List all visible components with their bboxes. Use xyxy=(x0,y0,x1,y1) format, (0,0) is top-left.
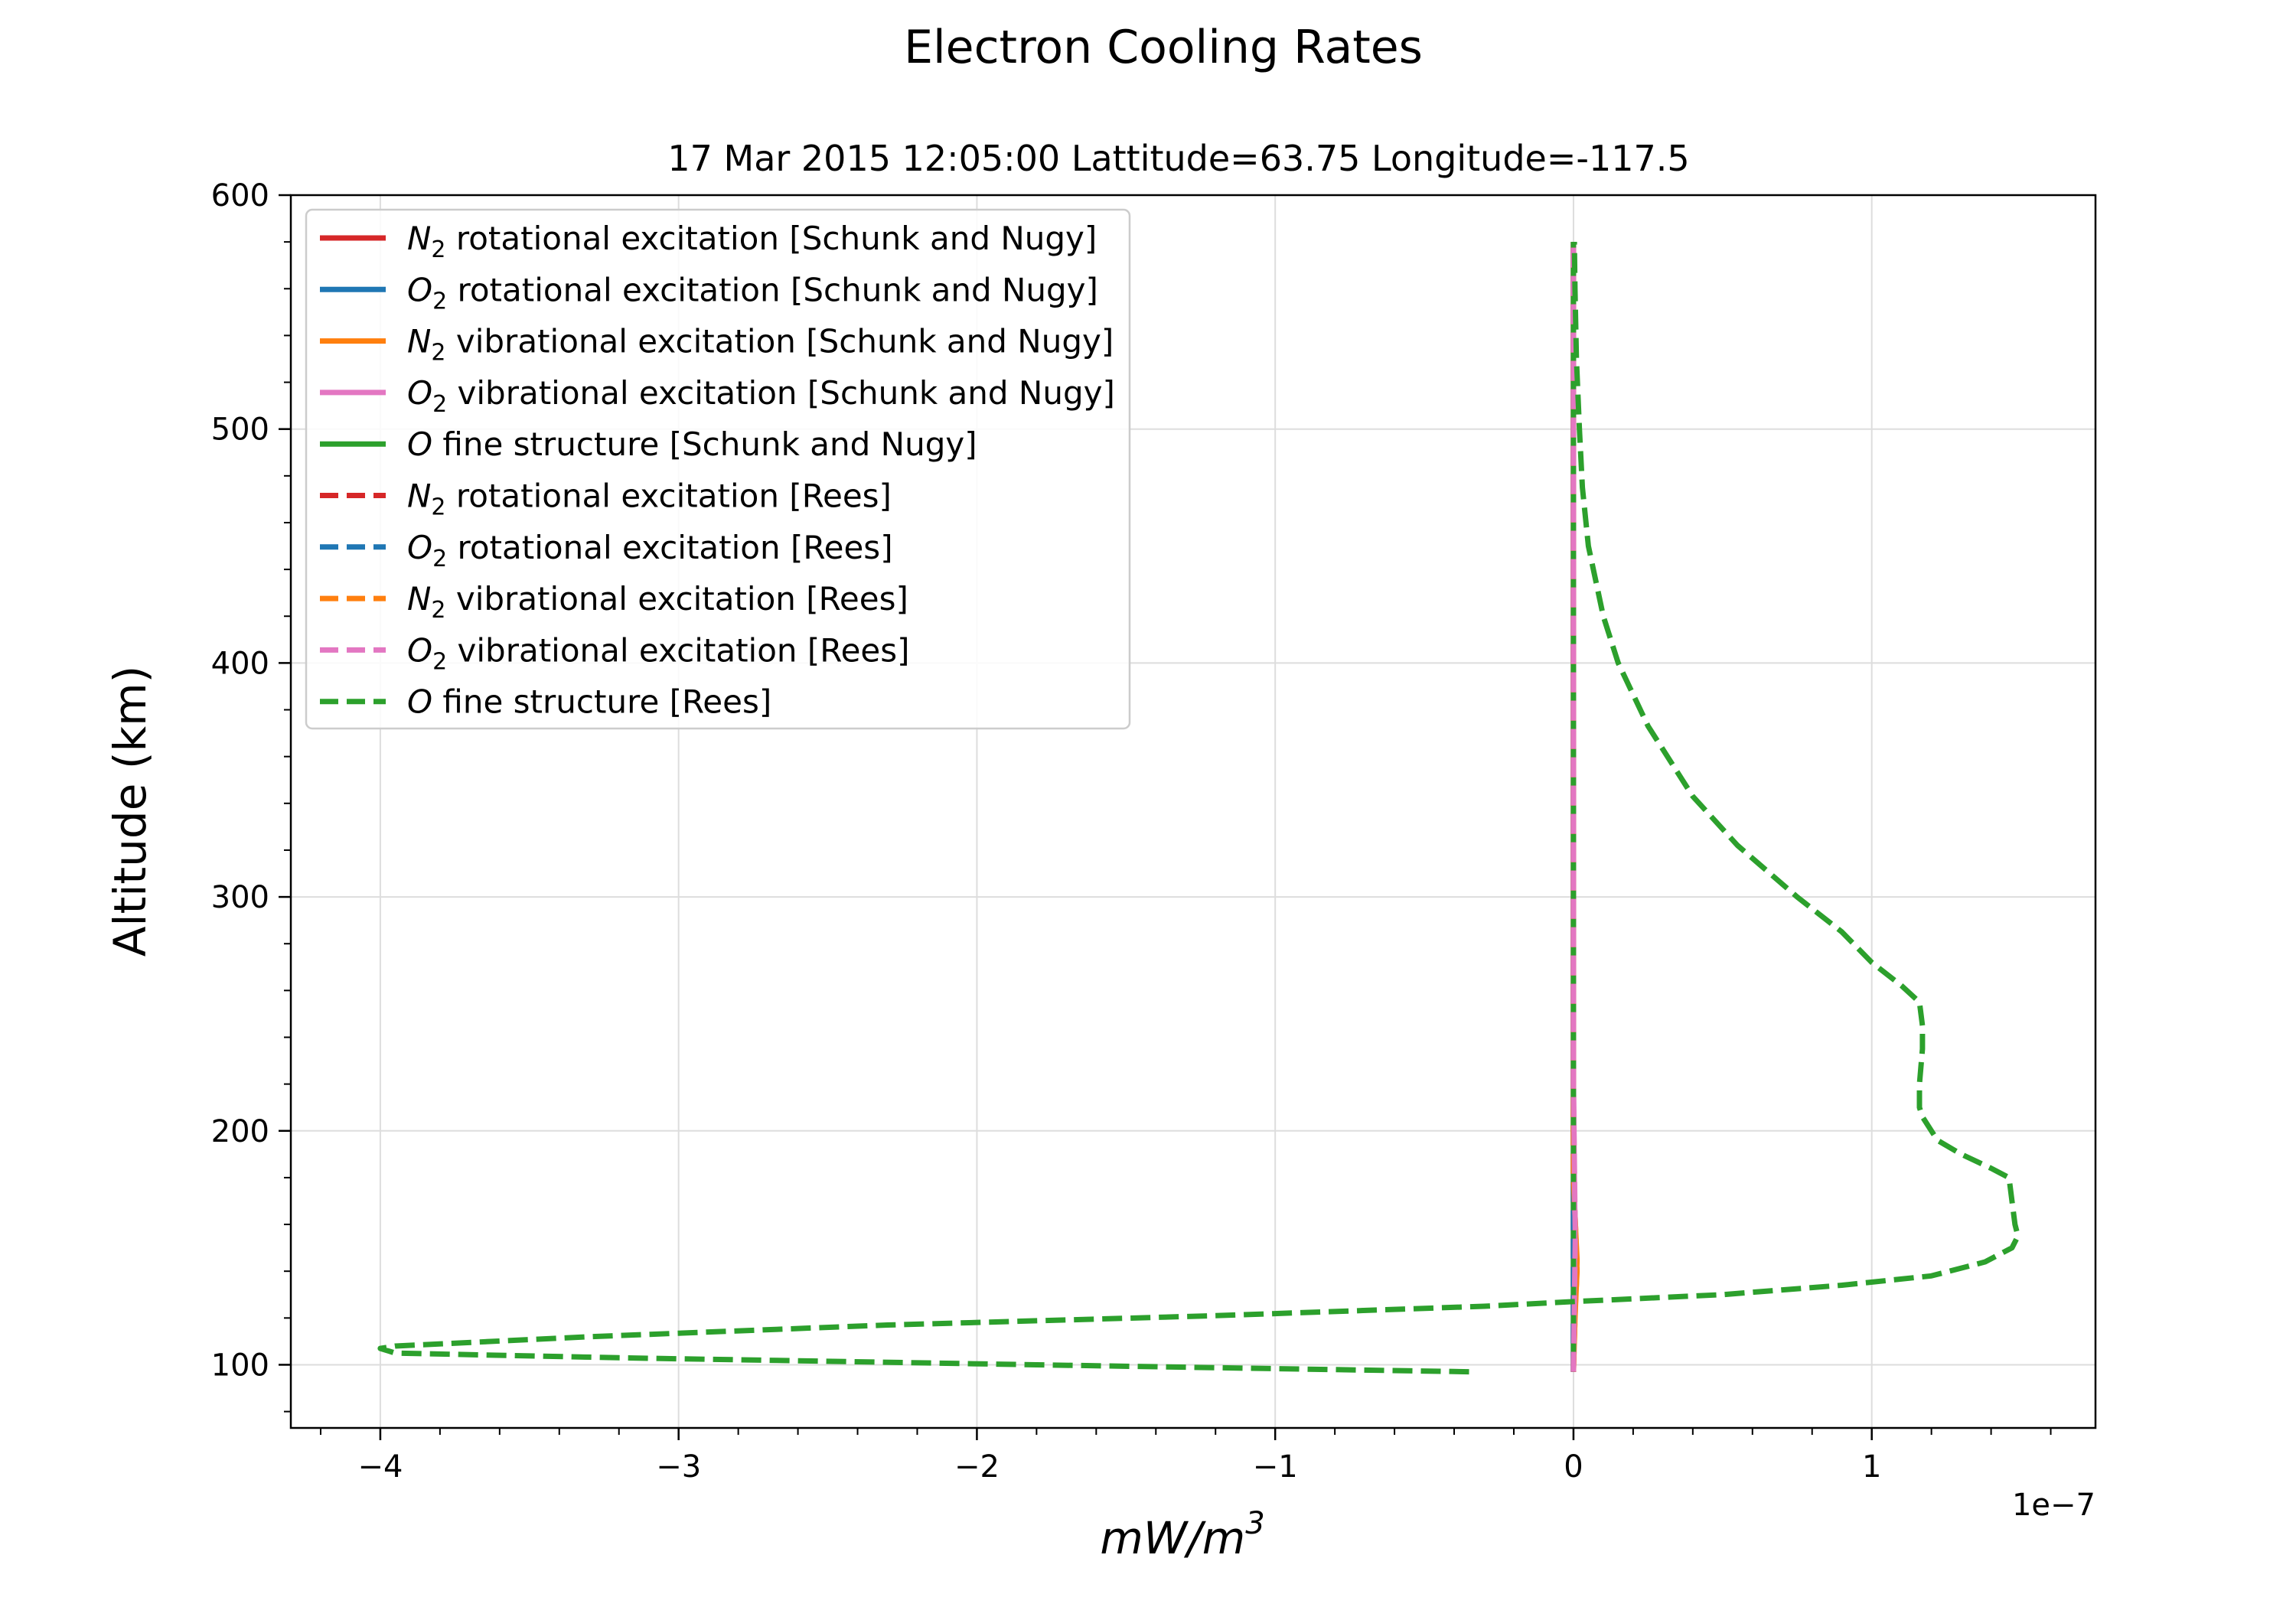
y-tick-label: 600 xyxy=(211,178,269,214)
y-tick-label: 200 xyxy=(211,1114,269,1149)
legend-entry: O fine structure [Rees] xyxy=(407,683,771,721)
series-line-9 xyxy=(1570,242,1578,1372)
series-line-10 xyxy=(377,242,2021,1375)
legend-label: fine structure [Rees] xyxy=(432,683,771,721)
legend-entry: N2 vibrational excitation [Rees] xyxy=(407,580,908,624)
legend-molecule: N xyxy=(407,220,431,257)
x-axis-label-main: mW/m xyxy=(1100,1512,1245,1564)
legend-subscript: 2 xyxy=(432,391,447,418)
x-axis-label-sup: 3 xyxy=(1245,1506,1264,1541)
legend-subscript: 2 xyxy=(431,236,445,263)
legend-molecule: O xyxy=(407,529,432,566)
legend-entry: O fine structure [Schunk and Nugy] xyxy=(407,425,977,463)
legend-label: fine structure [Schunk and Nugy] xyxy=(432,425,977,463)
plot-frame xyxy=(289,194,2097,1429)
chart-title: Electron Cooling Rates xyxy=(904,21,1423,74)
series-layer xyxy=(377,242,2021,1375)
y-tick-label: 100 xyxy=(211,1348,269,1383)
x-tick-label: 1 xyxy=(1862,1449,1881,1485)
legend-molecule: N xyxy=(407,478,431,515)
x-tick-label: −2 xyxy=(954,1449,1000,1485)
legend-molecule: O xyxy=(407,683,432,721)
legend-entry: N2 rotational excitation [Rees] xyxy=(407,478,892,521)
legend-molecule: O xyxy=(407,271,432,308)
legend-label: rotational excitation [Schunk and Nugy] xyxy=(447,271,1098,308)
legend-label: rotational excitation [Rees] xyxy=(446,478,892,515)
legend-subscript: 2 xyxy=(431,340,445,367)
legend-molecule: O xyxy=(407,425,432,463)
legend-molecule: N xyxy=(407,323,431,360)
legend-label: vibrational excitation [Rees] xyxy=(446,580,908,618)
y-tick-label: 500 xyxy=(211,412,269,448)
legend-label: vibrational excitation [Rees] xyxy=(447,631,909,669)
y-tick-label: 400 xyxy=(211,646,269,681)
legend-box xyxy=(305,208,1131,730)
legend-molecule: N xyxy=(407,580,431,618)
chart-subtitle: 17 Mar 2015 12:05:00 Lattitude=63.75 Lon… xyxy=(667,138,1689,179)
x-offset-label: 1e−7 xyxy=(2012,1488,2095,1523)
legend-subscript: 2 xyxy=(432,546,447,572)
legend-entry: N2 rotational excitation [Schunk and Nug… xyxy=(407,220,1097,263)
legend-entry: O2 rotational excitation [Rees] xyxy=(407,529,893,572)
x-tick-label: 0 xyxy=(1564,1449,1583,1485)
legend-subscript: 2 xyxy=(432,648,447,675)
legend-molecule: O xyxy=(407,374,432,412)
legend: N2 rotational excitation [Schunk and Nug… xyxy=(305,208,1131,730)
x-tick-label: −4 xyxy=(357,1449,403,1485)
legend-molecule: O xyxy=(407,631,432,669)
legend-entry: O2 rotational excitation [Schunk and Nug… xyxy=(407,271,1098,315)
legend-label: rotational excitation [Rees] xyxy=(447,529,892,566)
x-tick-label: −1 xyxy=(1253,1449,1298,1485)
y-axis-label: Altitude (km) xyxy=(104,666,156,957)
legend-label: rotational excitation [Schunk and Nugy] xyxy=(446,220,1097,257)
legend-subscript: 2 xyxy=(432,288,447,315)
x-axis-label: mW/m3 xyxy=(1100,1506,1264,1564)
legend-subscript: 2 xyxy=(431,494,445,521)
axis-ticks: −4 −3 −2 −1 0 1 100 200 300 400 500 600 xyxy=(211,178,2052,1485)
legend-entry: O2 vibrational excitation [Schunk and Nu… xyxy=(407,374,1115,418)
legend-label: vibrational excitation [Schunk and Nugy] xyxy=(447,374,1115,412)
legend-entry: O2 vibrational excitation [Rees] xyxy=(407,631,910,675)
legend-subscript: 2 xyxy=(431,597,445,624)
legend-entry: N2 vibrational excitation [Schunk and Nu… xyxy=(407,323,1114,367)
legend-label: vibrational excitation [Schunk and Nugy] xyxy=(446,323,1114,360)
y-tick-label: 300 xyxy=(211,880,269,915)
x-tick-label: −3 xyxy=(656,1449,701,1485)
